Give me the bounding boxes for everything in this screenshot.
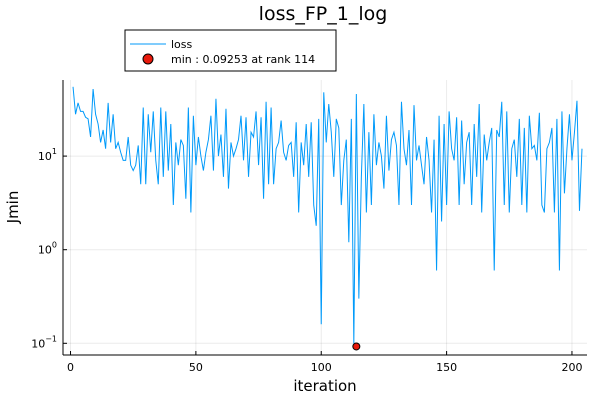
x-tick-label: 50 [189, 361, 203, 374]
legend-box [124, 29, 337, 72]
y-tick-labels: 10−1 100 101 [31, 147, 57, 350]
min-point-marker [352, 342, 361, 351]
y-tick-label: 10−1 [31, 334, 57, 350]
legend-entry-min: min : 0.09253 at rank 114 [171, 53, 315, 66]
x-axis-title: iteration [293, 377, 356, 395]
series-line-loss [72, 86, 583, 344]
chart-title: loss_FP_1_log [259, 3, 388, 25]
x-tick-label: 200 [561, 361, 582, 374]
x-tick-labels: 0 50 100 150 200 [67, 361, 582, 374]
x-tick-label: 0 [67, 361, 74, 374]
legend: loss min : 0.09253 at rank 114 [124, 29, 337, 72]
grid [63, 80, 587, 355]
x-tick-label: 100 [311, 361, 332, 374]
x-tick-label: 150 [436, 361, 457, 374]
legend-dot-swatch [142, 53, 154, 65]
y-axis-title: Jmin [4, 191, 22, 225]
y-tick-label: 101 [38, 147, 57, 163]
axes [62, 80, 587, 356]
y-tick-label: 100 [38, 241, 57, 257]
legend-entry-loss: loss [171, 38, 193, 51]
